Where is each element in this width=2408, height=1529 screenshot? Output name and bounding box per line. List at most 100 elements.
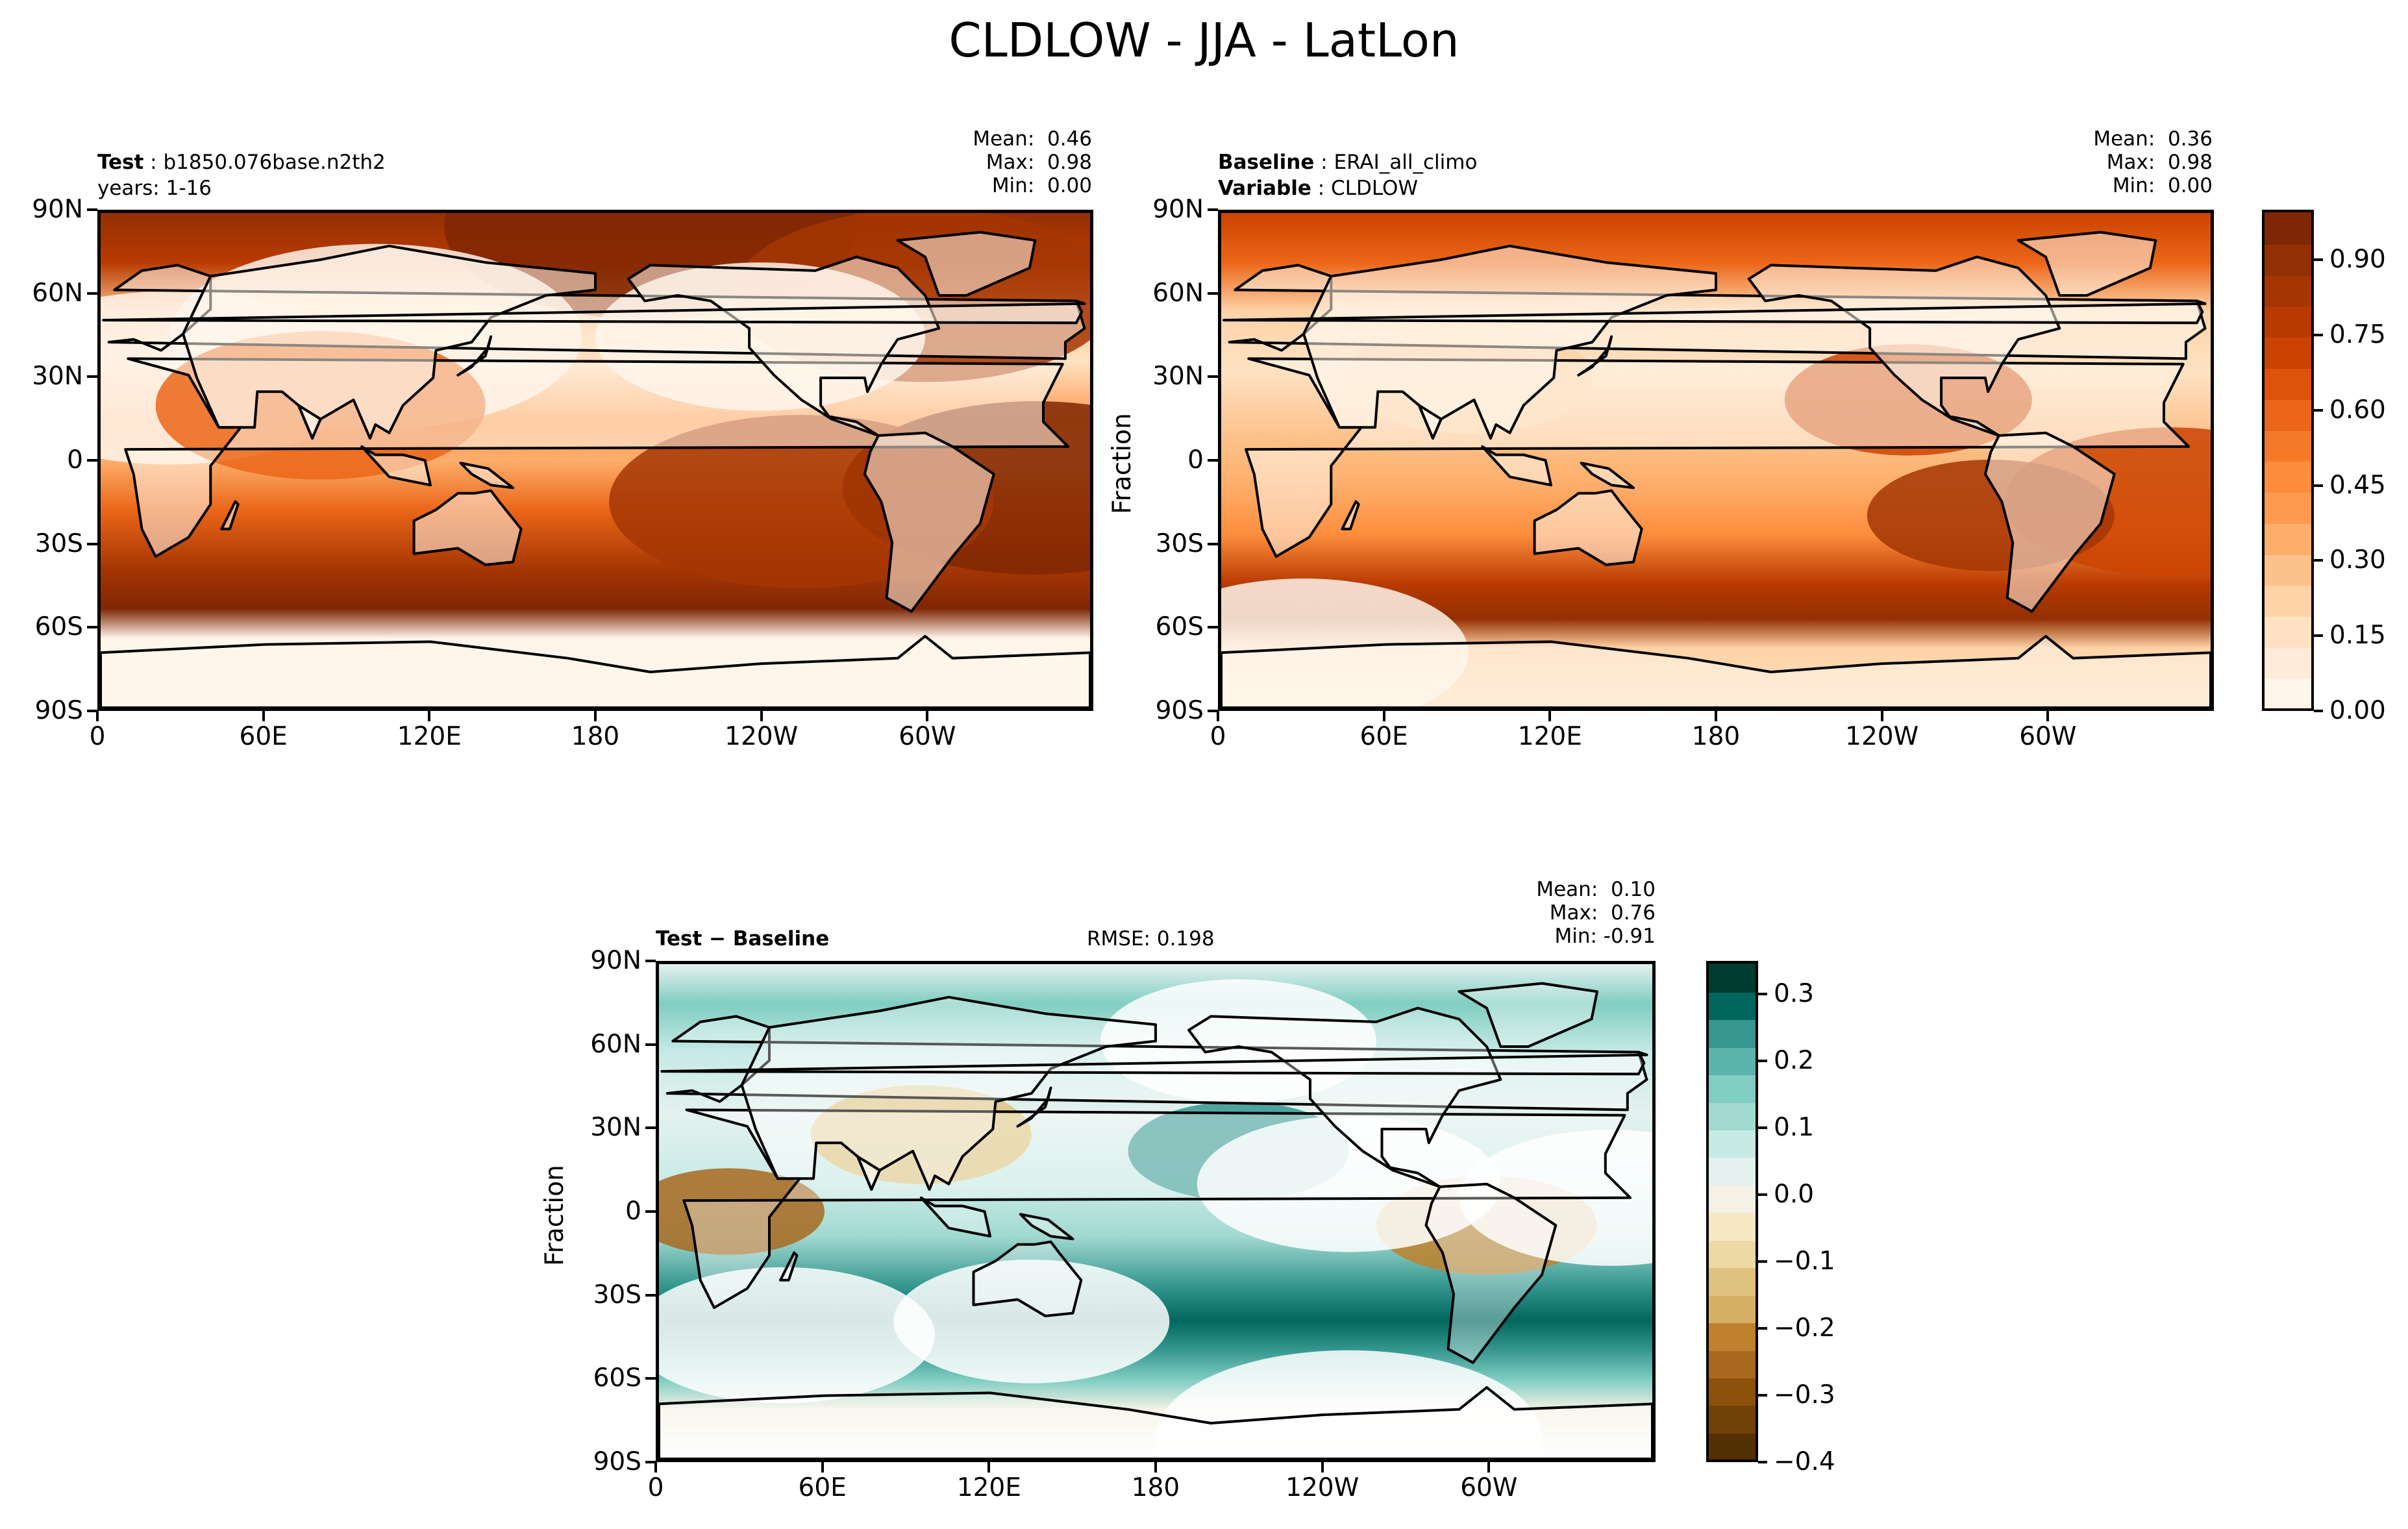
coastline-uk	[102, 299, 1086, 325]
coastline-asia	[182, 244, 597, 440]
coastline-antarctica	[101, 634, 1090, 708]
coastline-s-america	[863, 431, 995, 613]
y-tick-mark	[1208, 542, 1218, 545]
coastline-asia	[740, 995, 1157, 1191]
x-tick-label: 60W	[899, 722, 956, 751]
colorbar-tick-mark	[2314, 408, 2323, 412]
x-tick-label: 0	[647, 1473, 664, 1502]
y-tick-label: 60S	[1155, 612, 1204, 642]
y-tick-label: 30N	[590, 1113, 641, 1143]
coastline-n-america	[627, 255, 941, 437]
colorbar-segment	[2265, 336, 2311, 369]
x-tick-label: 120E	[956, 1473, 1021, 1502]
colorbar-segment	[1709, 1073, 1756, 1103]
colorbar-tick-mark	[2314, 484, 2323, 487]
coastline-indonesia	[919, 1196, 991, 1238]
x-tick-label: 60E	[1359, 722, 1408, 751]
baseline-label-sep: :	[1314, 151, 1334, 174]
colorbar-tick-label: −0.3	[1774, 1380, 1835, 1410]
colorbar-tick-mark	[2314, 634, 2323, 638]
colorbar-segment	[2265, 584, 2311, 617]
coastline-japan	[1577, 335, 1613, 377]
colorbar-tick-mark	[2314, 258, 2323, 262]
diff-stat-max: Max: 0.76	[1549, 901, 1656, 925]
x-tick-label: 120W	[725, 722, 799, 751]
y-tick-label: 0	[1187, 445, 1204, 475]
colorbar-tick-mark	[1758, 1193, 1767, 1197]
y-tick-label: 60S	[593, 1363, 641, 1393]
colorbar-segment	[1709, 1432, 1756, 1460]
y-tick-mark	[87, 459, 97, 462]
colorbar-tick-mark	[1758, 1060, 1767, 1063]
field-anomaly-patch	[1156, 1350, 1542, 1459]
y-tick-label: 90N	[590, 946, 641, 975]
x-tick-mark	[1880, 711, 1883, 721]
y-tick-label: 60N	[1152, 278, 1204, 308]
colorbar-tick-mark	[1758, 1461, 1767, 1463]
x-tick-mark	[654, 1462, 657, 1473]
colorbar-tick-label: −0.4	[1774, 1447, 1835, 1476]
diff-title: Test − Baseline	[656, 927, 830, 951]
colorbar-segment	[1709, 1156, 1756, 1186]
x-tick-label: 60W	[2019, 722, 2077, 751]
y-tick-mark	[87, 626, 97, 629]
oranges-colorbar	[2262, 210, 2314, 711]
y-tick-mark	[1208, 292, 1218, 295]
x-tick-mark	[1382, 711, 1385, 721]
diff-rmse: RMSE: 0.198	[1087, 927, 1215, 951]
colorbar-tick-label: 0.1	[1774, 1113, 1815, 1143]
coastline-madagascar	[1341, 500, 1360, 530]
test-stat-max: Max: 0.98	[986, 151, 1092, 174]
x-tick-mark	[2046, 711, 2050, 721]
colorbar-tick-label: 0.0	[1774, 1180, 1815, 1210]
colorbar-segment	[2265, 243, 2311, 276]
test-years: years: 1-16	[97, 177, 212, 200]
baseline-label-value: ERAI_all_climo	[1334, 151, 1478, 174]
colorbar-tick-label: 0.90	[2329, 245, 2386, 275]
y-tick-mark	[87, 292, 97, 295]
field-anomaly-patch	[893, 1260, 1170, 1384]
y-tick-mark	[645, 1293, 656, 1297]
coastline-india-tip	[856, 1155, 881, 1191]
coastline-new-guinea	[1580, 462, 1635, 490]
coastline-australia	[412, 489, 523, 566]
coastline-indonesia	[360, 445, 432, 487]
colorbar-segment	[1709, 1212, 1756, 1241]
y-tick-mark	[645, 1126, 656, 1130]
y-tick-label: 90S	[34, 696, 83, 725]
colorbar-segment	[1709, 1101, 1756, 1130]
y-tick-mark	[645, 1461, 656, 1463]
coastline-n-america	[1747, 255, 2061, 437]
colorbar-segment	[1709, 1266, 1756, 1296]
coastline-uk	[660, 1050, 1648, 1076]
coastline-antarctica	[659, 1386, 1652, 1459]
colorbar-tick-mark	[1758, 993, 1767, 996]
test-label-key: Test	[97, 151, 144, 174]
diff-map-plot	[656, 961, 1656, 1462]
baseline-label-key: Baseline	[1218, 151, 1315, 174]
colorbar-segment	[1709, 1239, 1756, 1269]
x-tick-label: 60E	[798, 1473, 847, 1502]
colorbar-tick-label: 0.2	[1774, 1046, 1815, 1076]
x-tick-label: 120E	[397, 722, 462, 751]
baseline-label: Baseline : ERAI_all_climo	[1218, 151, 1477, 174]
colorbar-segment	[1709, 1046, 1756, 1076]
y-tick-mark	[87, 542, 97, 545]
x-tick-mark	[1487, 1462, 1491, 1473]
colorbar-segment	[2265, 305, 2311, 338]
colorbar-tick-mark	[2314, 710, 2323, 712]
coastline-n-america	[1187, 1006, 1502, 1188]
coastline-antarctica	[1221, 634, 2211, 708]
coastline-japan	[456, 335, 493, 377]
colorbar-tick-mark	[1758, 1394, 1767, 1397]
colorbar-tick-label: −0.1	[1774, 1247, 1835, 1276]
y-tick-mark	[1208, 208, 1218, 211]
y-tick-label: 30S	[593, 1280, 641, 1310]
variable-label-key: Variable	[1218, 177, 1311, 200]
colorbar-segment	[1709, 1376, 1756, 1406]
diff-stat-min: Min: -0.91	[1554, 925, 1656, 948]
x-tick-mark	[594, 711, 597, 721]
x-tick-mark	[1548, 711, 1552, 721]
colorbar-tick-label: 0.30	[2329, 545, 2386, 575]
